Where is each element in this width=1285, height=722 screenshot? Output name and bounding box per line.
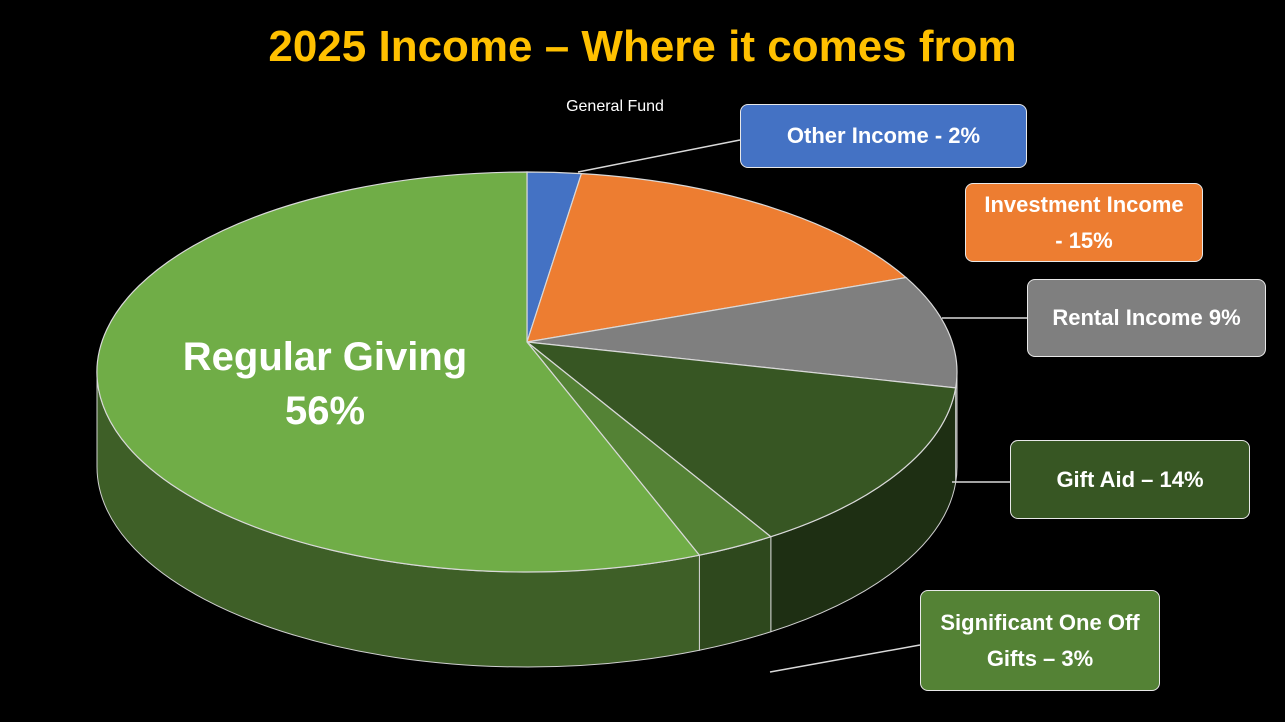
chart-title: 2025 Income – Where it comes from: [268, 22, 1017, 71]
slice: [526, 276, 958, 389]
label-box: Rental Income 9%: [1027, 279, 1266, 357]
label-box: Gift Aid – 14%: [1010, 440, 1250, 519]
label-box: Significant One Off Gifts – 3%: [920, 590, 1160, 691]
slice: [526, 172, 908, 343]
slice: [96, 171, 701, 573]
leader-line: [577, 139, 741, 173]
label-box: Investment Income - 15%: [965, 183, 1203, 262]
leader-line: [769, 644, 921, 673]
leader-lines: [577, 139, 1027, 673]
chart-subtitle: General Fund: [566, 98, 664, 115]
slice-label: Regular Giving 56%: [182, 335, 468, 433]
label-box: Other Income - 2%: [740, 104, 1027, 168]
slice-side: [698, 536, 772, 651]
slice: [525, 341, 957, 538]
